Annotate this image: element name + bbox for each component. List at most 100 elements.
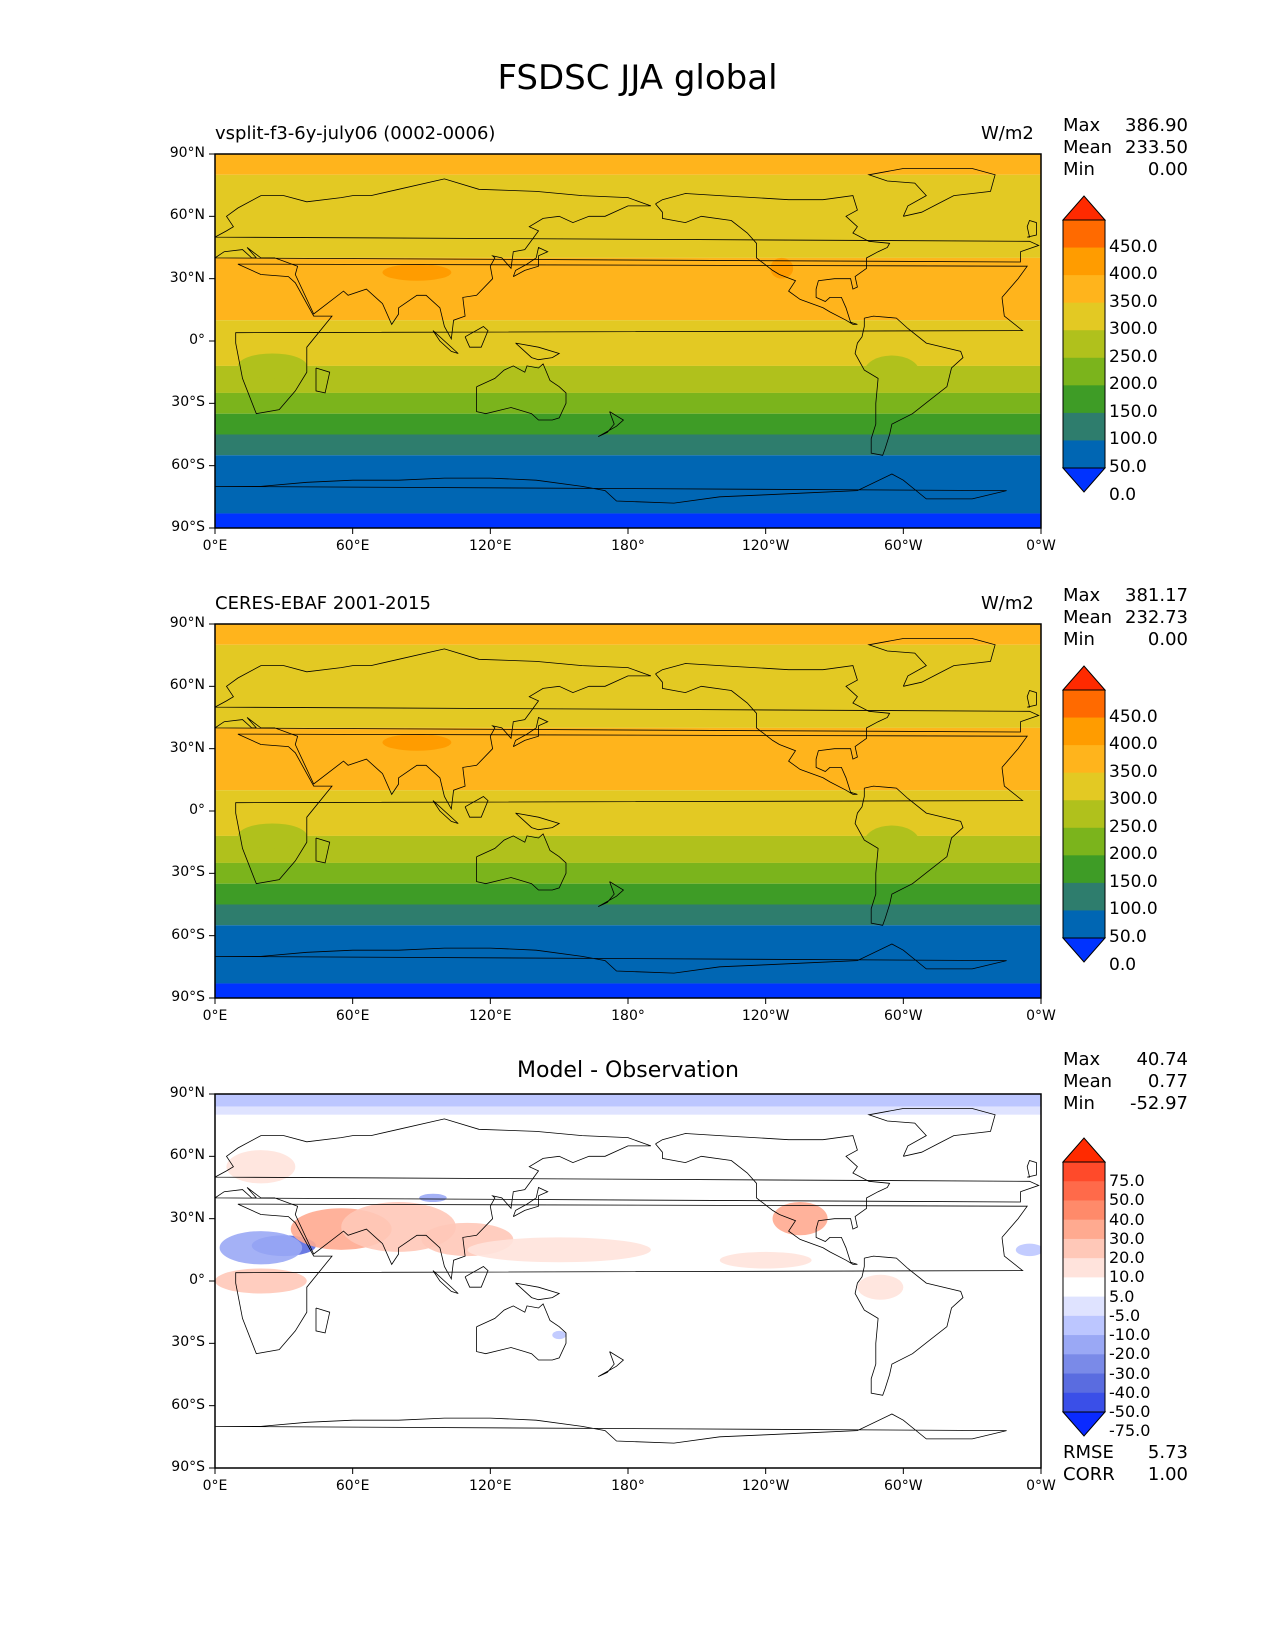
lat-tick-label: 30°S (171, 394, 205, 411)
colorbar-label: 400.0 (1109, 264, 1158, 285)
colorbar-label: 50.0 (1109, 927, 1147, 947)
lat-tick-label: 90°S (171, 519, 205, 535)
stat-max-value: 381.17 (1125, 585, 1188, 606)
lat-tick-label: 0° (189, 332, 205, 348)
lon-tick-label: 180° (611, 1478, 645, 1494)
colorbar-label: 250.0 (1109, 346, 1158, 367)
field-band (215, 644, 1041, 728)
colorbar-label: 350.0 (1109, 291, 1158, 312)
colorbar-label: 400.0 (1109, 734, 1158, 755)
anomaly-patch (219, 1231, 303, 1265)
map-field (215, 624, 1041, 998)
colorbar-label: -40.0 (1109, 1382, 1151, 1402)
japan-coast (512, 1186, 549, 1217)
lat-tick-label: 30°S (171, 1334, 205, 1351)
stat-max-label: Max (1063, 115, 1101, 136)
field-band (215, 154, 1041, 175)
panel-units: W/m2 (981, 123, 1034, 144)
lat-tick-label: 30°N (169, 739, 205, 756)
field-band (215, 320, 1041, 366)
newguinea-coast (515, 812, 561, 831)
anomaly-patch (772, 1202, 828, 1236)
stat-min-value: 0.00 (1147, 629, 1188, 650)
field-patch (382, 264, 452, 281)
colorbar-label: -20.0 (1109, 1344, 1151, 1364)
japan-coast (512, 716, 549, 747)
newzealand-coast (598, 1351, 625, 1377)
map-field (215, 1094, 1041, 1468)
lat-tick-label: 90°S (171, 1459, 205, 1475)
stat-min-label: Min (1063, 1093, 1095, 1114)
colorbar-bottom-extend (1061, 467, 1107, 493)
colorbar-label: 300.0 (1109, 789, 1158, 810)
colorbar (1061, 195, 1107, 493)
madagascar-coast (315, 367, 331, 394)
panel-left-title: CERES-EBAF 2001-2015 (215, 593, 431, 614)
field-band (215, 624, 1041, 645)
colorbar-label: 10.0 (1109, 1267, 1145, 1287)
stat-min-value: -52.97 (1129, 1093, 1188, 1114)
britain-coast (1026, 690, 1037, 708)
colorbar-label: 0.0 (1109, 484, 1137, 505)
newguinea-coast (515, 342, 561, 361)
colorbar-label: -75.0 (1109, 1421, 1151, 1441)
lat-tick-label: 0° (189, 802, 205, 818)
colorbar-segment (1063, 772, 1105, 801)
colorbar-bottom-extend (1061, 937, 1107, 963)
field-band (215, 413, 1041, 435)
field-band (215, 513, 1041, 528)
colorbar-label: 50.0 (1109, 457, 1147, 477)
field-band (215, 904, 1041, 926)
colorbar-segment (1063, 1354, 1105, 1375)
lon-tick-label: 120°W (741, 1008, 790, 1024)
colorbar-label: 30.0 (1109, 1228, 1145, 1248)
colorbar-label: 450.0 (1109, 706, 1158, 727)
samerica-coast (854, 1255, 964, 1396)
colorbar-label: 100.0 (1109, 429, 1158, 450)
stat-mean-label: Mean (1063, 607, 1113, 628)
figure-title: FSDSC JJA global (497, 58, 778, 98)
newzealand-coast (598, 881, 625, 907)
eurasia-coast (215, 1118, 1040, 1281)
newguinea-coast (515, 1282, 561, 1301)
lon-tick-label: 0°W (1026, 1008, 1056, 1024)
lon-tick-label: 60°E (335, 1008, 370, 1024)
anomaly-patch (226, 1150, 296, 1184)
australia-coast (476, 833, 567, 891)
colorbar-label: -30.0 (1109, 1363, 1151, 1383)
map-panel-model: vsplit-f3-6y-july06 (0002-0006) W/m2 Max… (0, 112, 1275, 582)
colorbar-segment (1063, 1373, 1105, 1394)
colorbar-segment (1063, 800, 1105, 829)
map-svg (209, 1093, 1107, 1474)
britain-coast (1026, 220, 1037, 238)
japan-coast (512, 246, 549, 277)
lon-tick-label: 0°E (202, 1008, 228, 1024)
colorbar (1061, 665, 1107, 963)
lat-tick-label: 0° (189, 1272, 205, 1288)
newzealand-coast (598, 411, 625, 437)
stat-max-value: 40.74 (1136, 1049, 1188, 1070)
field-band (215, 257, 1041, 321)
colorbar-segment (1063, 440, 1105, 469)
colorbar-segment (1063, 827, 1105, 856)
field-patch (864, 825, 920, 859)
madagascar-coast (315, 1307, 331, 1334)
colorbar-segment (1063, 745, 1105, 774)
greenland-coast (867, 1108, 996, 1157)
colorbar-segment (1063, 1277, 1105, 1298)
lon-tick-label: 120°W (741, 538, 790, 554)
map-panel-obs: CERES-EBAF 2001-2015 W/m2 Max 381.17 Mea… (0, 582, 1275, 1052)
field-patch (770, 257, 794, 279)
colorbar-label: 100.0 (1109, 899, 1158, 920)
colorbar-label: 50.0 (1109, 1190, 1145, 1210)
colorbar-frame (1062, 689, 1106, 939)
stat-max-value: 386.90 (1125, 115, 1188, 136)
africa-coast (235, 1203, 1028, 1355)
namerica-coast (655, 663, 891, 795)
colorbar-segment (1063, 1335, 1105, 1355)
stat-mean-value: 0.77 (1147, 1071, 1188, 1092)
colorbar-label: 150.0 (1109, 401, 1158, 422)
colorbar-label: 200.0 (1109, 374, 1158, 395)
colorbar-segment (1063, 855, 1105, 884)
greenland-coast (867, 168, 996, 217)
